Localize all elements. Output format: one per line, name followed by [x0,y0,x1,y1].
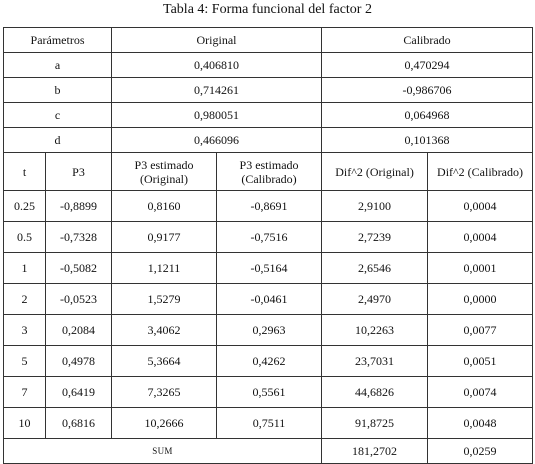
header-t: t [3,152,46,191]
cell-p3: 0,6816 [44,407,113,439]
cell-t: 5 [3,345,46,377]
cell-est-original: 1,5279 [111,283,218,315]
param-calibrado: 0,064968 [321,102,534,128]
header-dif-original: Dif^2 (Original) [321,152,429,191]
cell-p3: 0,6419 [44,376,113,408]
cell-p3: 0,2084 [44,314,113,346]
table-row: 0.5 -0,7328 0,9177 -0,7516 2,7239 0,0004 [3,221,534,253]
cell-est-calibrado: 0,5561 [216,376,323,408]
table-row: 2 -0,0523 1,5279 -0,0461 2,4970 0,0000 [3,283,534,315]
cell-est-calibrado: -0,0461 [216,283,323,315]
sum-dif-calibrado: 0,0259 [427,438,534,464]
cell-dif-original: 2,9100 [321,190,429,222]
table-row: 3 0,2084 3,4062 0,2963 10,2263 0,0077 [3,314,534,346]
params-header-original: Original [111,27,323,53]
header-p3: P3 [44,152,113,191]
cell-t: 0.5 [3,221,46,253]
param-original: 0,466096 [111,127,323,153]
cell-est-original: 10,2666 [111,407,218,439]
param-original: 0,714261 [111,77,323,103]
cell-est-calibrado: -0,7516 [216,221,323,253]
param-name: b [2,77,113,103]
cell-est-calibrado: -0,5164 [216,252,323,284]
cell-est-calibrado: 0,4262 [216,345,323,377]
cell-dif-calibrado: 0,0004 [427,221,534,253]
header-dif-calibrado: Dif^2 (Calibrado) [427,152,534,191]
cell-dif-calibrado: 0,0000 [427,283,534,315]
cell-p3: -0,8899 [44,190,113,222]
cell-dif-original: 23,7031 [321,345,429,377]
cell-dif-original: 91,8725 [321,407,429,439]
params-header-label: Parámetros [2,27,113,53]
cell-t: 7 [3,376,46,408]
param-calibrado: 0,470294 [321,52,534,78]
table-caption: Tabla 4: Forma funcional del factor 2 [163,2,372,17]
cell-t: 0.25 [3,190,46,222]
cell-t: 10 [3,407,46,439]
param-row: b 0,714261 -0,986706 [2,77,534,103]
table-row: 0.25 -0,8899 0,8160 -0,8691 2,9100 0,000… [3,190,534,222]
param-original: 0,406810 [111,52,323,78]
sum-row: SUM 181,2702 0,0259 [2,438,534,464]
param-name: d [2,127,113,153]
table-row: 1 -0,5082 1,1211 -0,5164 2,6546 0,0001 [3,252,534,284]
cell-dif-calibrado: 0,0077 [427,314,534,346]
cell-p3: 0,4978 [44,345,113,377]
cell-est-original: 3,4062 [111,314,218,346]
cell-p3: -0,0523 [44,283,113,315]
cell-est-original: 7,3265 [111,376,218,408]
cell-dif-original: 44,6826 [321,376,429,408]
cell-est-calibrado: -0,8691 [216,190,323,222]
cell-est-original: 0,8160 [111,190,218,222]
cell-dif-original: 2,6546 [321,252,429,284]
cell-dif-original: 2,7239 [321,221,429,253]
sum-dif-original: 181,2702 [321,438,429,464]
param-name: c [2,102,113,128]
table-row: 5 0,4978 5,3664 0,4262 23,7031 0,0051 [3,345,534,377]
cell-dif-calibrado: 0,0051 [427,345,534,377]
cell-t: 3 [3,314,46,346]
cell-t: 2 [3,283,46,315]
param-calibrado: -0,986706 [321,77,534,103]
cell-dif-calibrado: 0,0001 [427,252,534,284]
cell-dif-original: 2,4970 [321,283,429,315]
cell-est-calibrado: 0,7511 [216,407,323,439]
cell-dif-calibrado: 0,0074 [427,376,534,408]
sum-label: SUM [2,438,323,464]
param-row: d 0,466096 0,101368 [2,127,534,153]
cell-est-calibrado: 0,2963 [216,314,323,346]
params-header-row: Parámetros Original Calibrado [2,27,534,53]
data-header-row: t P3 P3 estimado (Original) P3 estimado … [3,152,534,191]
cell-est-original: 5,3664 [111,345,218,377]
table-row: 10 0,6816 10,2666 0,7511 91,8725 0,0048 [3,407,534,439]
header-p3-est-calibrado: P3 estimado (Calibrado) [216,152,323,191]
cell-p3: -0,7328 [44,221,113,253]
cell-est-original: 0,9177 [111,221,218,253]
param-calibrado: 0,101368 [321,127,534,153]
cell-p3: -0,5082 [44,252,113,284]
cell-dif-original: 10,2263 [321,314,429,346]
param-row: c 0,980051 0,064968 [2,102,534,128]
cell-dif-calibrado: 0,0048 [427,407,534,439]
params-header-calibrado: Calibrado [321,27,534,53]
param-name: a [2,52,113,78]
cell-dif-calibrado: 0,0004 [427,190,534,222]
table-row: 7 0,6419 7,3265 0,5561 44,6826 0,0074 [3,376,534,408]
cell-t: 1 [3,252,46,284]
header-p3-est-original: P3 estimado (Original) [111,152,218,191]
factor-table: Parámetros Original Calibrado a 0,406810… [2,27,534,464]
param-row: a 0,406810 0,470294 [2,52,534,78]
cell-est-original: 1,1211 [111,252,218,284]
param-original: 0,980051 [111,102,323,128]
